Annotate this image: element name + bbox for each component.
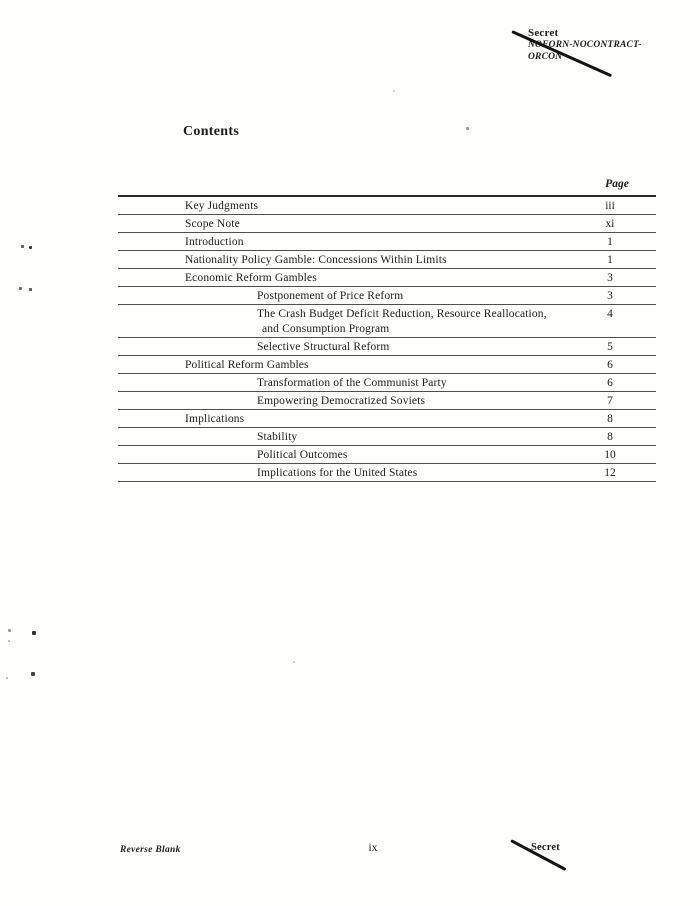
toc-row: Implications for the United States 12 [118, 464, 656, 482]
toc-row: Economic Reform Gambles 3 [118, 269, 656, 287]
toc-entry-label: Implications [118, 410, 564, 427]
toc-entry-page: 3 [607, 272, 613, 284]
toc-entry-label: Selective Structural Reform [118, 338, 564, 355]
toc-entry-label: Political Reform Gambles [118, 356, 564, 373]
toc-entry-page: 12 [604, 467, 616, 479]
toc-row: The Crash Budget Deficit Reduction, Reso… [118, 305, 656, 338]
scan-speck [393, 90, 395, 92]
classification-level: Secret [528, 27, 559, 39]
scan-speck [21, 245, 24, 248]
toc-entry-label: Postponement of Price Reform [118, 287, 564, 304]
toc-entry-label: Introduction [118, 233, 564, 250]
toc-entry-label-line1: Economic Reform Gambles [185, 272, 317, 284]
classification-caveat-line1: NOFORN-NOCONTRACT- [528, 40, 642, 50]
toc-entry-label-line1: Empowering Democratized Soviets [257, 395, 426, 407]
toc-entry-label-line1: The Crash Budget Deficit Reduction, Reso… [257, 308, 547, 320]
toc-entry-page: 1 [607, 254, 613, 266]
toc-header-row: Page [118, 175, 656, 197]
scan-speck [6, 677, 8, 679]
toc-entry-label: Political Outcomes [118, 446, 564, 463]
toc-entry-label-line1: Introduction [185, 236, 244, 248]
scan-speck [32, 631, 36, 635]
scan-speck [8, 629, 11, 632]
toc-entry-page: iii [605, 200, 615, 212]
toc-entry-page: 6 [607, 359, 613, 371]
toc-entry-label-line1: Key Judgments [185, 200, 259, 212]
toc-entry-label-line1: Nationality Policy Gamble: Concessions W… [185, 254, 447, 266]
toc-entry-label: Scope Note [118, 215, 564, 232]
toc-entry-label-line1: Implications [185, 413, 245, 425]
toc-row: Implications 8 [118, 410, 656, 428]
footer-page-number: ix [368, 842, 378, 854]
toc-entry-label-line1: Scope Note [185, 218, 240, 230]
toc-entry-label: Economic Reform Gambles [118, 269, 564, 286]
scan-speck [29, 246, 32, 249]
toc-entry-label: Empowering Democratized Soviets [118, 392, 564, 409]
toc-entry-label: Stability [118, 428, 564, 445]
toc-row: Selective Structural Reform 5 [118, 338, 656, 356]
toc-rows: Key Judgments iii Scope Note xi Introduc… [118, 197, 656, 482]
toc-row: Scope Note xi [118, 215, 656, 233]
toc-entry-page: 8 [607, 413, 613, 425]
toc-page-column-header: Page [605, 178, 629, 190]
toc-row: Nationality Policy Gamble: Concessions W… [118, 251, 656, 269]
toc-entry-page: 6 [607, 377, 613, 389]
toc-entry-page: 8 [607, 431, 613, 443]
toc-row: Transformation of the Communist Party 6 [118, 374, 656, 392]
toc-entry-page: 7 [607, 395, 613, 407]
toc-entry-label-line1: Political Reform Gambles [185, 359, 309, 371]
toc-entry-label: The Crash Budget Deficit Reduction, Reso… [118, 305, 564, 337]
toc-entry-label-line1: Political Outcomes [257, 449, 348, 461]
toc-entry-page: xi [605, 218, 615, 230]
classification-caveat-line2: ORCON [528, 52, 563, 62]
toc-entry-page: 5 [607, 341, 613, 353]
classification-block: Secret NOFORN-NOCONTRACT- ORCON [528, 28, 642, 63]
footer-classification: Secret [531, 842, 560, 853]
toc-entry-label-line1: Transformation of the Communist Party [257, 377, 447, 389]
toc-entry-page: 10 [604, 449, 616, 461]
toc-row: Postponement of Price Reform 3 [118, 287, 656, 305]
toc-entry-label: Nationality Policy Gamble: Concessions W… [118, 251, 564, 268]
scan-speck [8, 640, 10, 642]
toc-entry-page: 1 [607, 236, 613, 248]
scan-speck [293, 661, 295, 663]
toc-entry-label: Key Judgments [118, 197, 564, 214]
toc-entry-label-line1: Postponement of Price Reform [257, 290, 404, 302]
toc-entry-page: 4 [607, 308, 613, 320]
scan-speck [31, 672, 35, 676]
toc-table: Page Key Judgments iii Scope Note xi Int… [118, 175, 656, 482]
scan-speck [29, 288, 32, 291]
scan-speck [19, 287, 22, 290]
toc-entry-label-line1: Stability [257, 431, 298, 443]
toc-entry-label: Transformation of the Communist Party [118, 374, 564, 391]
toc-row: Introduction 1 [118, 233, 656, 251]
toc-row: Political Reform Gambles 6 [118, 356, 656, 374]
footer-reverse-blank-note: Reverse Blank [120, 845, 181, 855]
toc-row: Empowering Democratized Soviets 7 [118, 392, 656, 410]
toc-entry-page: 3 [607, 290, 613, 302]
toc-entry-label: Implications for the United States [118, 464, 564, 481]
page-title: Contents [183, 124, 240, 139]
toc-entry-label-line1: Selective Structural Reform [257, 341, 390, 353]
scan-speck [466, 127, 469, 130]
toc-row: Political Outcomes 10 [118, 446, 656, 464]
toc-row: Key Judgments iii [118, 197, 656, 215]
toc-entry-label-line1: Implications for the United States [257, 467, 418, 479]
toc-entry-label-line2: and Consumption Program [262, 323, 390, 335]
toc-row: Stability 8 [118, 428, 656, 446]
